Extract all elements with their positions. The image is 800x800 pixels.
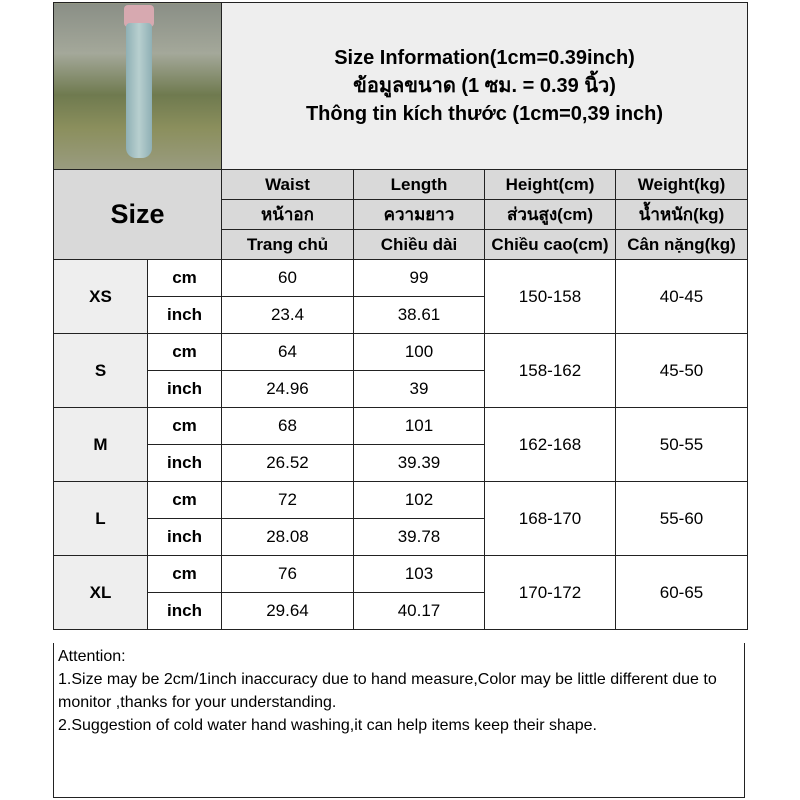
- weight-range: 40-45: [614, 259, 749, 334]
- col-length-th: ความยาว: [353, 199, 485, 230]
- title-en: Size Information(1cm=0.39inch): [334, 47, 635, 69]
- length-inch: 39.39: [353, 444, 485, 482]
- unit-inch: inch: [147, 296, 222, 334]
- unit-cm: cm: [147, 333, 222, 371]
- waist-cm: 76: [221, 555, 354, 593]
- title-th: ข้อมูลขนาด (1 ซม. = 0.39 นิ้ว): [353, 75, 616, 97]
- col-weight-vi: Cân nặng(kg): [614, 229, 749, 260]
- waist-inch: 23.4: [221, 296, 354, 334]
- waist-cm: 64: [221, 333, 354, 371]
- length-cm: 101: [353, 407, 485, 445]
- col-length-vi: Chiều dài: [353, 229, 485, 260]
- unit-inch: inch: [147, 592, 222, 630]
- weight-range: 55-60: [614, 481, 749, 556]
- height-range: 158-162: [484, 333, 616, 408]
- title-cell: Size Information(1cm=0.39inch) ข้อมูลขนา…: [220, 2, 749, 170]
- attention-heading: Attention:: [58, 648, 126, 665]
- col-waist-th: หน้าอก: [221, 199, 354, 230]
- col-weight-th: น้ำหนัก(kg): [614, 199, 749, 230]
- unit-cm: cm: [147, 481, 222, 519]
- table-row: inch 26.52 39.39: [54, 444, 748, 482]
- waist-inch: 28.08: [221, 518, 354, 556]
- unit-cm: cm: [147, 259, 222, 297]
- col-length-en: Length: [353, 169, 485, 200]
- col-waist-vi: Trang chủ: [221, 229, 354, 260]
- size-table: Size Information(1cm=0.39inch) ข้อมูลขนา…: [53, 2, 749, 630]
- size-label: XS: [53, 259, 148, 334]
- product-photo: [53, 2, 222, 170]
- table-row: S cm 64 100 158-162 45-50: [53, 333, 749, 408]
- weight-range: 50-55: [614, 407, 749, 482]
- table-row: XS cm 60 99 150-158 40-45: [53, 259, 749, 334]
- length-inch: 40.17: [353, 592, 485, 630]
- col-height-vi: Chiều cao(cm): [484, 229, 616, 260]
- col-waist-en: Waist: [221, 169, 354, 200]
- table-row: inch 29.64 40.17: [54, 592, 748, 630]
- col-height-en: Height(cm): [484, 169, 616, 200]
- length-cm: 100: [353, 333, 485, 371]
- col-height-th: ส่วนสูง(cm): [484, 199, 616, 230]
- waist-cm: 68: [221, 407, 354, 445]
- size-label: XL: [53, 555, 148, 630]
- height-range: 150-158: [484, 259, 616, 334]
- table-row: inch 24.96 39: [54, 370, 748, 408]
- waist-inch: 24.96: [221, 370, 354, 408]
- table-row: inch 28.08 39.78: [54, 518, 748, 556]
- length-inch: 39: [353, 370, 485, 408]
- title-vi: Thông tin kích thước (1cm=0,39 inch): [305, 103, 664, 125]
- table-row: M cm 68 101 162-168 50-55: [53, 407, 749, 482]
- length-cm: 103: [353, 555, 485, 593]
- attention-line-2: 2.Suggestion of cold water hand washing,…: [58, 717, 597, 734]
- unit-cm: cm: [147, 555, 222, 593]
- weight-range: 45-50: [614, 333, 749, 408]
- unit-inch: inch: [147, 370, 222, 408]
- height-range: 162-168: [484, 407, 616, 482]
- table-row: inch 23.4 38.61: [54, 296, 748, 334]
- length-cm: 99: [353, 259, 485, 297]
- size-rows: XS cm 60 99 150-158 40-45 inch 23.4 38.6…: [53, 259, 749, 630]
- attention-line-1: 1.Size may be 2cm/1inch inaccuracy due t…: [58, 671, 717, 711]
- size-label: S: [53, 333, 148, 408]
- size-label: L: [53, 481, 148, 556]
- waist-inch: 29.64: [221, 592, 354, 630]
- unit-inch: inch: [147, 444, 222, 482]
- length-cm: 102: [353, 481, 485, 519]
- length-inch: 38.61: [353, 296, 485, 334]
- waist-cm: 60: [221, 259, 354, 297]
- waist-inch: 26.52: [221, 444, 354, 482]
- table-row: L cm 72 102 168-170 55-60: [53, 481, 749, 556]
- weight-range: 60-65: [614, 555, 749, 630]
- size-header: Size: [53, 169, 222, 260]
- waist-cm: 72: [221, 481, 354, 519]
- length-inch: 39.78: [353, 518, 485, 556]
- size-label: M: [53, 407, 148, 482]
- unit-cm: cm: [147, 407, 222, 445]
- height-range: 170-172: [484, 555, 616, 630]
- col-weight-en: Weight(kg): [614, 169, 749, 200]
- attention-notes: Attention: 1.Size may be 2cm/1inch inacc…: [53, 643, 745, 798]
- unit-inch: inch: [147, 518, 222, 556]
- height-range: 168-170: [484, 481, 616, 556]
- table-row: XL cm 76 103 170-172 60-65: [53, 555, 749, 630]
- size-chart: Size Information(1cm=0.39inch) ข้อมูลขนา…: [53, 2, 749, 630]
